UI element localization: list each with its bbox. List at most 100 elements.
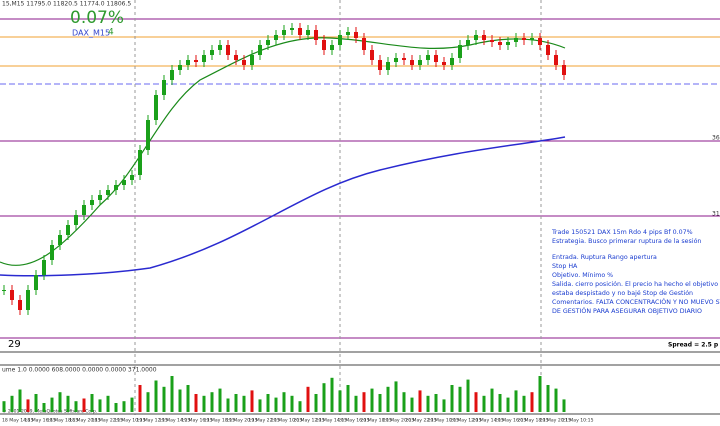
volume-bar [306, 386, 310, 412]
volume-bar [10, 395, 14, 412]
candle-body [434, 55, 438, 62]
volume-bar [50, 397, 54, 412]
volume-bar [82, 398, 86, 412]
volume-bar [314, 394, 318, 412]
time-label: 18 May 20:15 [69, 418, 101, 424]
volume-bar [250, 390, 254, 412]
volume-bar [98, 399, 102, 412]
volume-bar [2, 401, 6, 412]
slow-ma [0, 136, 566, 277]
candle-body [250, 55, 254, 65]
candle-body [530, 38, 534, 40]
time-label: 20 May 14:15 [472, 418, 504, 424]
volume-bar [162, 386, 166, 412]
candle-body [482, 35, 486, 40]
volume-bar [338, 390, 342, 412]
note-line: estaba despistado y no bajé Stop de Gest… [552, 289, 693, 297]
candle-body [82, 205, 86, 215]
candle-body [234, 55, 238, 60]
volume-bar [74, 401, 78, 412]
candle-body [442, 62, 446, 65]
candle-body [490, 40, 494, 42]
volume-bar [554, 388, 558, 412]
candle-body [402, 58, 406, 60]
candle-body [10, 290, 14, 300]
candle-body [114, 185, 118, 190]
candle-body [18, 300, 22, 310]
volume-bar [562, 399, 566, 412]
volume-bar [258, 399, 262, 412]
candle-body [506, 42, 510, 45]
candle-body [426, 55, 430, 60]
volume-bar [26, 399, 30, 412]
candle-body [90, 200, 94, 205]
time-label: 18 May 16:15 [24, 418, 56, 424]
volume-bar [346, 385, 350, 412]
candle-body [50, 245, 54, 260]
note-line: Estrategia. Busco primerar ruptura de la… [552, 237, 701, 245]
candle-body [306, 30, 310, 35]
note-line: Trade 150521 DAX 15m Rdo 4 pips Bf 0.07% [551, 229, 693, 236]
time-label: 20 May 22:15 [405, 418, 437, 424]
volume-bar [418, 390, 422, 412]
candle-body [474, 35, 478, 40]
time-label: 21 May 10:15 [562, 418, 594, 424]
candle-body [218, 45, 222, 50]
volume-bar [154, 380, 158, 412]
candle-body [178, 65, 182, 70]
candle-body [378, 60, 382, 70]
volume-bar [394, 381, 398, 412]
candle-body [274, 35, 278, 40]
candle-body [322, 40, 326, 50]
volume-bar [282, 392, 286, 412]
time-label: 20 May 16:15 [338, 418, 370, 424]
candle-body [338, 35, 342, 45]
candle-body [538, 38, 542, 45]
candle-body [266, 40, 270, 45]
candle-body [562, 65, 566, 75]
candle-body [194, 60, 198, 62]
volume-bar [322, 383, 326, 412]
candle-body [290, 28, 294, 30]
time-label: 20 May 18:15 [360, 418, 392, 424]
note-line: Comentarios. FALTA CONCENTRACIÓN Y NO MU… [552, 297, 720, 306]
volume-bar [378, 394, 382, 412]
candle-body [418, 60, 422, 65]
volume-bar [442, 399, 446, 412]
candle-body [58, 235, 62, 245]
symbol-info: 15,M15 11795.0 11820.5 11774.0 11806.5 [2, 1, 131, 8]
volume-bar [466, 379, 470, 412]
volume-bar [226, 398, 230, 412]
candle-body [154, 95, 158, 120]
candle-body [122, 180, 126, 185]
candle-body [42, 260, 46, 275]
volume-bar [234, 394, 238, 412]
candle-body [514, 38, 518, 42]
time-label: 20 May 16:15 [495, 418, 527, 424]
volume-bar [410, 397, 414, 412]
volume-bar [506, 397, 510, 412]
candle-body [458, 45, 462, 58]
volume-bar [266, 394, 270, 412]
candle-body [98, 195, 102, 200]
candle-body [146, 120, 150, 150]
volume-bar [146, 392, 150, 412]
volume-bar [530, 392, 534, 412]
candle-body [450, 58, 454, 65]
time-label: 20 May 12:15 [293, 418, 325, 424]
volume-bar [202, 395, 206, 412]
fast-ma [0, 37, 566, 267]
indicator: DAX_M15 [72, 29, 110, 38]
volume-bar [298, 401, 302, 412]
volume-bar [514, 390, 518, 412]
candle-body [2, 290, 6, 291]
volume-bar [138, 385, 142, 412]
time-label: 19 May 22:15 [248, 418, 280, 424]
volume-bar [274, 397, 278, 412]
note-line: Salida. cierro posición. El precio ha he… [552, 280, 720, 288]
candle-body [138, 150, 142, 175]
time-label: 19 May 10:15 [114, 418, 146, 424]
time-label: 20 May 12:15 [450, 418, 482, 424]
time-label: 19 May 20:15 [226, 418, 258, 424]
